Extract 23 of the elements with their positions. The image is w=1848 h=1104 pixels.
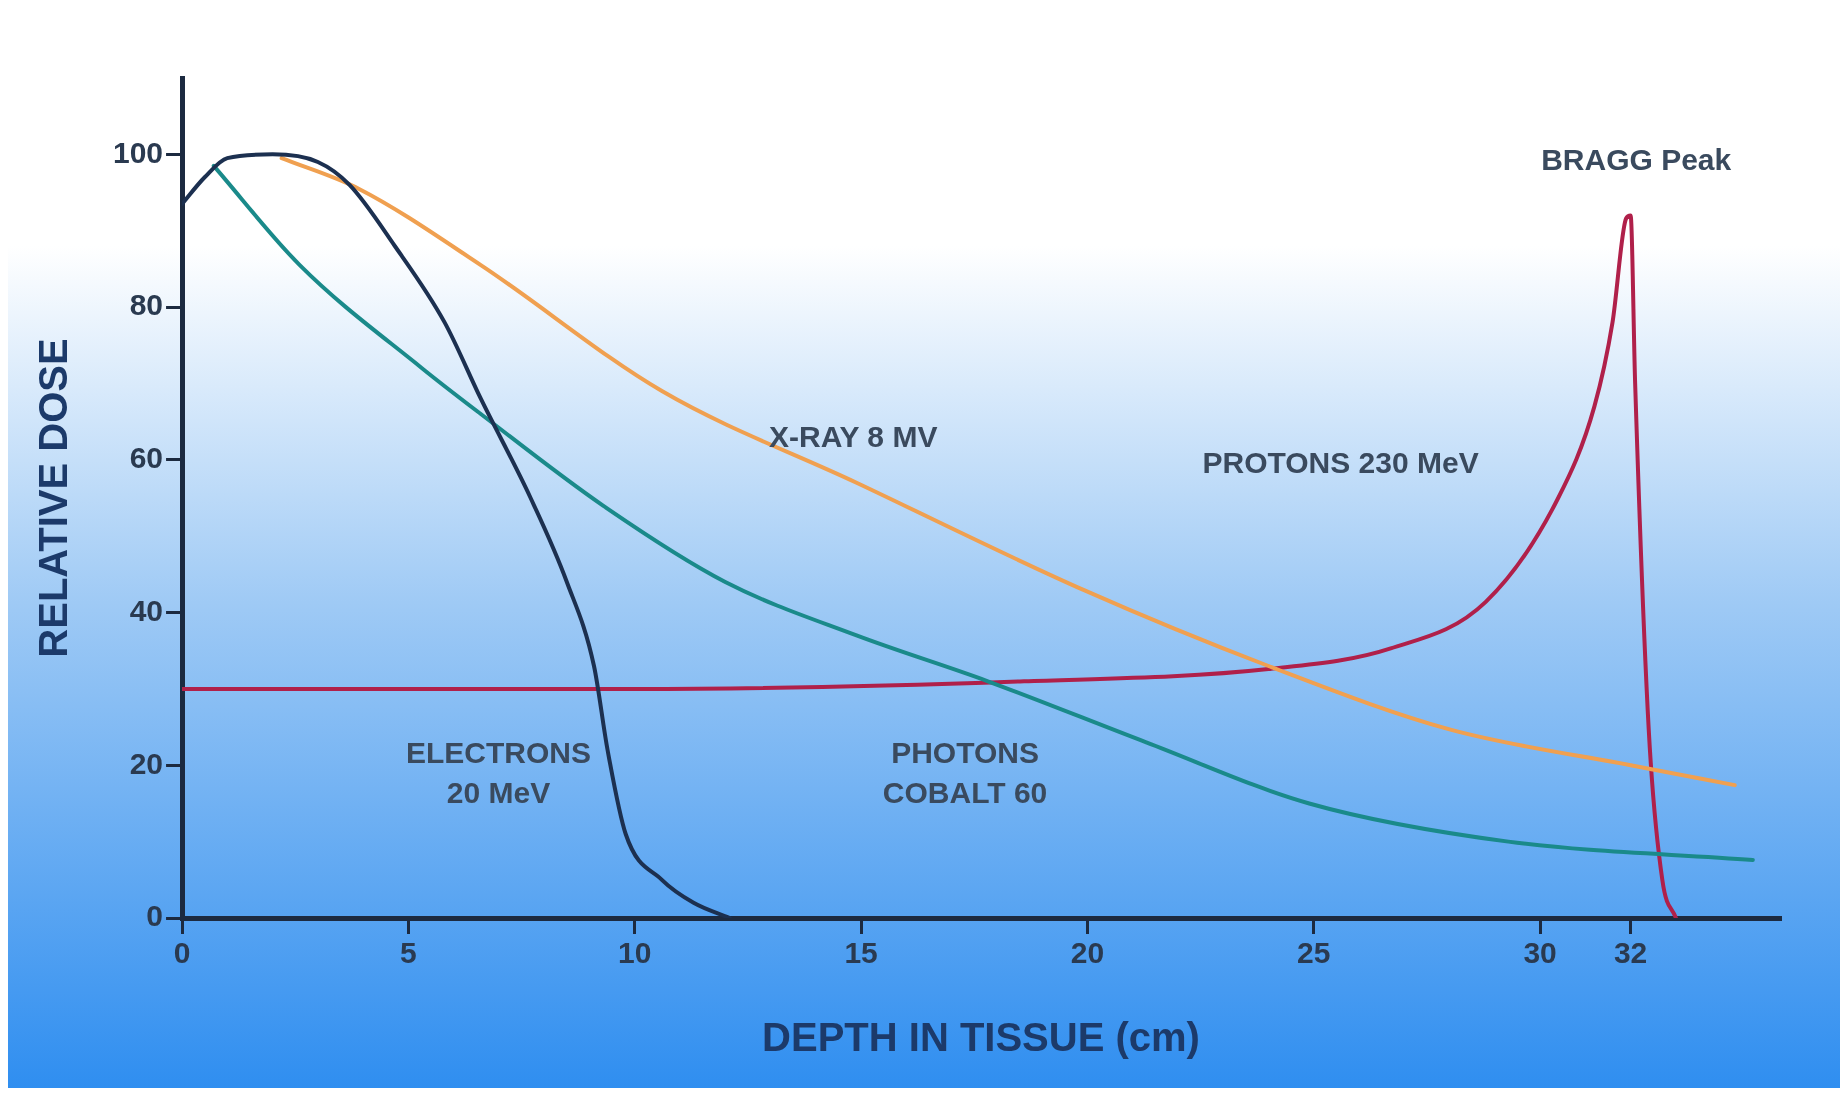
- series-label: X-RAY 8 MV: [768, 420, 938, 454]
- series-label: PHOTONS COBALT 60: [882, 736, 1048, 810]
- y-tick-label: 20: [129, 746, 164, 780]
- y-tick-label: 60: [129, 441, 164, 475]
- y-axis-title: RELATIVE DOSE: [31, 338, 76, 658]
- x-tick-label: 5: [400, 936, 417, 970]
- x-tick-label: 10: [618, 936, 652, 970]
- x-tick-label: 0: [173, 936, 191, 970]
- x-tick-label: 32: [1613, 936, 1648, 970]
- line-series: [182, 213, 1678, 918]
- x-tick-label: 15: [844, 936, 878, 970]
- series-label: ELECTRONS 20 MeV: [405, 736, 591, 810]
- annotation: BRAGG Peak: [1541, 143, 1732, 177]
- y-tick-label: 100: [112, 135, 164, 169]
- y-tick-label: 40: [129, 593, 164, 627]
- x-tick-label: 20: [1070, 936, 1105, 970]
- line-series: [182, 152, 732, 918]
- y-tick-label: 80: [129, 288, 164, 322]
- x-tick-label: 30: [1523, 936, 1557, 970]
- x-axis-title: DEPTH IN TISSUE (cm): [762, 1015, 1200, 1060]
- x-tick-label: 25: [1297, 936, 1331, 970]
- text: PROTONS 230 MeV: [1202, 445, 1479, 479]
- y-tick-label: 0: [146, 899, 164, 933]
